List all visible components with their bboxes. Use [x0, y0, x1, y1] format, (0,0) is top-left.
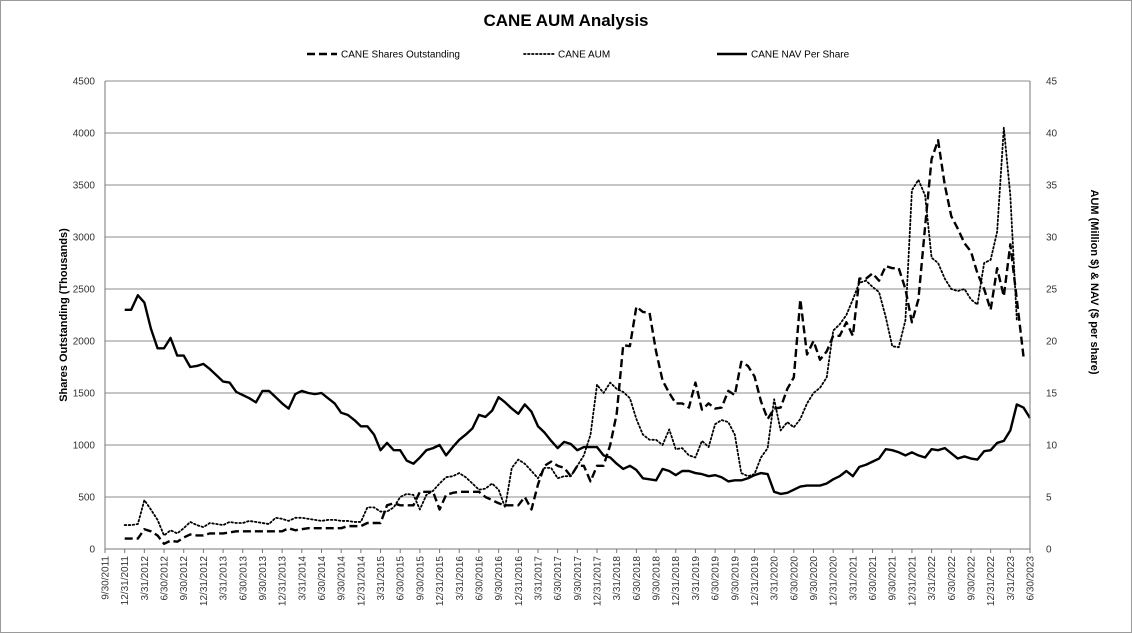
y-right-tick-label: 20 — [1046, 337, 1058, 348]
x-tick-label: 6/30/2018 — [632, 556, 643, 601]
y-right-tick-label: 40 — [1046, 129, 1058, 140]
y-left-tick-label: 0 — [89, 545, 95, 556]
y-right-tick-label: 0 — [1046, 545, 1052, 556]
x-tick-label: 12/31/2017 — [593, 556, 604, 606]
y-left-tick-label: 4500 — [73, 77, 96, 88]
x-tick-label: 9/30/2011 — [101, 556, 112, 600]
y-right-tick-label: 5 — [1046, 493, 1052, 504]
y-left-tick-label: 2000 — [73, 337, 96, 348]
y-left-tick-label: 500 — [78, 493, 95, 504]
x-tick-label: 12/31/2022 — [986, 556, 997, 606]
x-tick-label: 3/31/2015 — [376, 556, 387, 601]
x-tick-label: 3/31/2022 — [927, 556, 938, 601]
x-tick-label: 12/31/2018 — [671, 556, 682, 606]
y-left-tick-label: 3000 — [73, 233, 96, 244]
y-axis-left-label: Shares Outstanding (Thousands) — [58, 228, 70, 402]
x-tick-label: 6/30/2019 — [711, 556, 722, 601]
x-tick-label: 12/31/2015 — [435, 556, 446, 606]
series-line-cane-shares-outstanding — [124, 139, 1025, 545]
y-right-tick-label: 45 — [1046, 77, 1058, 88]
x-tick-label: 9/30/2015 — [415, 556, 426, 601]
x-tick-label: 3/31/2019 — [691, 556, 702, 601]
y-right-tick-label: 25 — [1046, 285, 1058, 296]
y-left-tick-label: 4000 — [73, 129, 96, 140]
x-tick-label: 9/30/2018 — [652, 556, 663, 601]
y-axis-right-label: AUM (Million $) & NAV ($ per share) — [1088, 190, 1100, 375]
y-left-tick-label: 1000 — [73, 441, 96, 452]
x-tick-label: 9/30/2020 — [809, 556, 820, 601]
y-left-tick-label: 1500 — [73, 389, 96, 400]
x-tick-label: 6/30/2014 — [317, 556, 328, 601]
x-tick-label: 12/31/2013 — [278, 556, 289, 606]
x-tick-label: 3/31/2021 — [848, 556, 859, 601]
x-tick-label: 9/30/2014 — [337, 556, 348, 601]
x-tick-label: 3/31/2023 — [1006, 556, 1017, 601]
x-tick-label: 6/30/2021 — [868, 556, 879, 601]
x-tick-label: 3/31/2013 — [219, 556, 230, 601]
x-tick-label: 9/30/2022 — [966, 556, 977, 601]
x-tick-label: 9/30/2016 — [494, 556, 505, 601]
x-tick-label: 9/30/2013 — [258, 556, 269, 601]
x-tick-label: 12/31/2021 — [907, 556, 918, 606]
gridlines — [105, 80, 1030, 498]
x-tick-label: 12/31/2020 — [829, 556, 840, 606]
y-right-tick-label: 10 — [1046, 441, 1058, 452]
x-tick-label: 6/30/2012 — [160, 556, 171, 601]
x-tick-label: 6/30/2016 — [474, 556, 485, 601]
legend-label: CANE AUM — [558, 50, 610, 61]
x-tick-label: 12/31/2014 — [356, 556, 367, 606]
x-tick-label: 9/30/2021 — [888, 556, 899, 601]
legend-label: CANE Shares Outstanding — [341, 50, 460, 61]
x-tick-label: 6/30/2017 — [553, 556, 564, 601]
x-tick-label: 9/30/2012 — [179, 556, 190, 601]
series-line-cane-aum — [123, 126, 1018, 537]
x-tick-label: 3/31/2018 — [612, 556, 623, 601]
x-tick-label: 12/31/2011 — [120, 556, 131, 606]
x-tick-label: 3/31/2012 — [140, 556, 151, 601]
x-tick-label: 12/31/2019 — [750, 556, 761, 606]
y-left-tick-label: 2500 — [73, 285, 96, 296]
x-tick-label: 3/31/2014 — [297, 556, 308, 601]
legend-label: CANE NAV Per Share — [751, 50, 850, 61]
x-tick-label: 3/31/2020 — [770, 556, 781, 601]
y-right-tick-label: 30 — [1046, 233, 1058, 244]
x-tick-label: 12/31/2012 — [199, 556, 210, 606]
x-tick-label: 3/31/2017 — [533, 556, 544, 601]
x-tick-label: 6/30/2023 — [1026, 556, 1037, 601]
x-tick-label: 12/31/2016 — [514, 556, 525, 606]
chart-title: CANE AUM Analysis — [484, 11, 649, 30]
x-tick-label: 3/31/2016 — [455, 556, 466, 601]
x-tick-label: 6/30/2015 — [396, 556, 407, 601]
x-tick-label: 6/30/2022 — [947, 556, 958, 601]
series-lines — [123, 126, 1032, 545]
x-tick-label: 9/30/2019 — [730, 556, 741, 601]
axes: 0 500 1000 1500 2000 2500 3000 3500 4000 4500 0 5 10… — [73, 77, 1058, 607]
y-right-tick-label: 35 — [1046, 181, 1058, 192]
x-tick-label: 9/30/2017 — [573, 556, 584, 601]
y-right-tick-label: 15 — [1046, 389, 1058, 400]
x-tick-label: 6/30/2013 — [238, 556, 249, 601]
y-left-tick-label: 3500 — [73, 181, 96, 192]
legend: CANE Shares Outstanding CANE AUM CANE NAV … — [307, 50, 850, 61]
x-tick-label: 6/30/2020 — [789, 556, 800, 601]
series-line-cane-nav-per-share — [124, 294, 1032, 496]
